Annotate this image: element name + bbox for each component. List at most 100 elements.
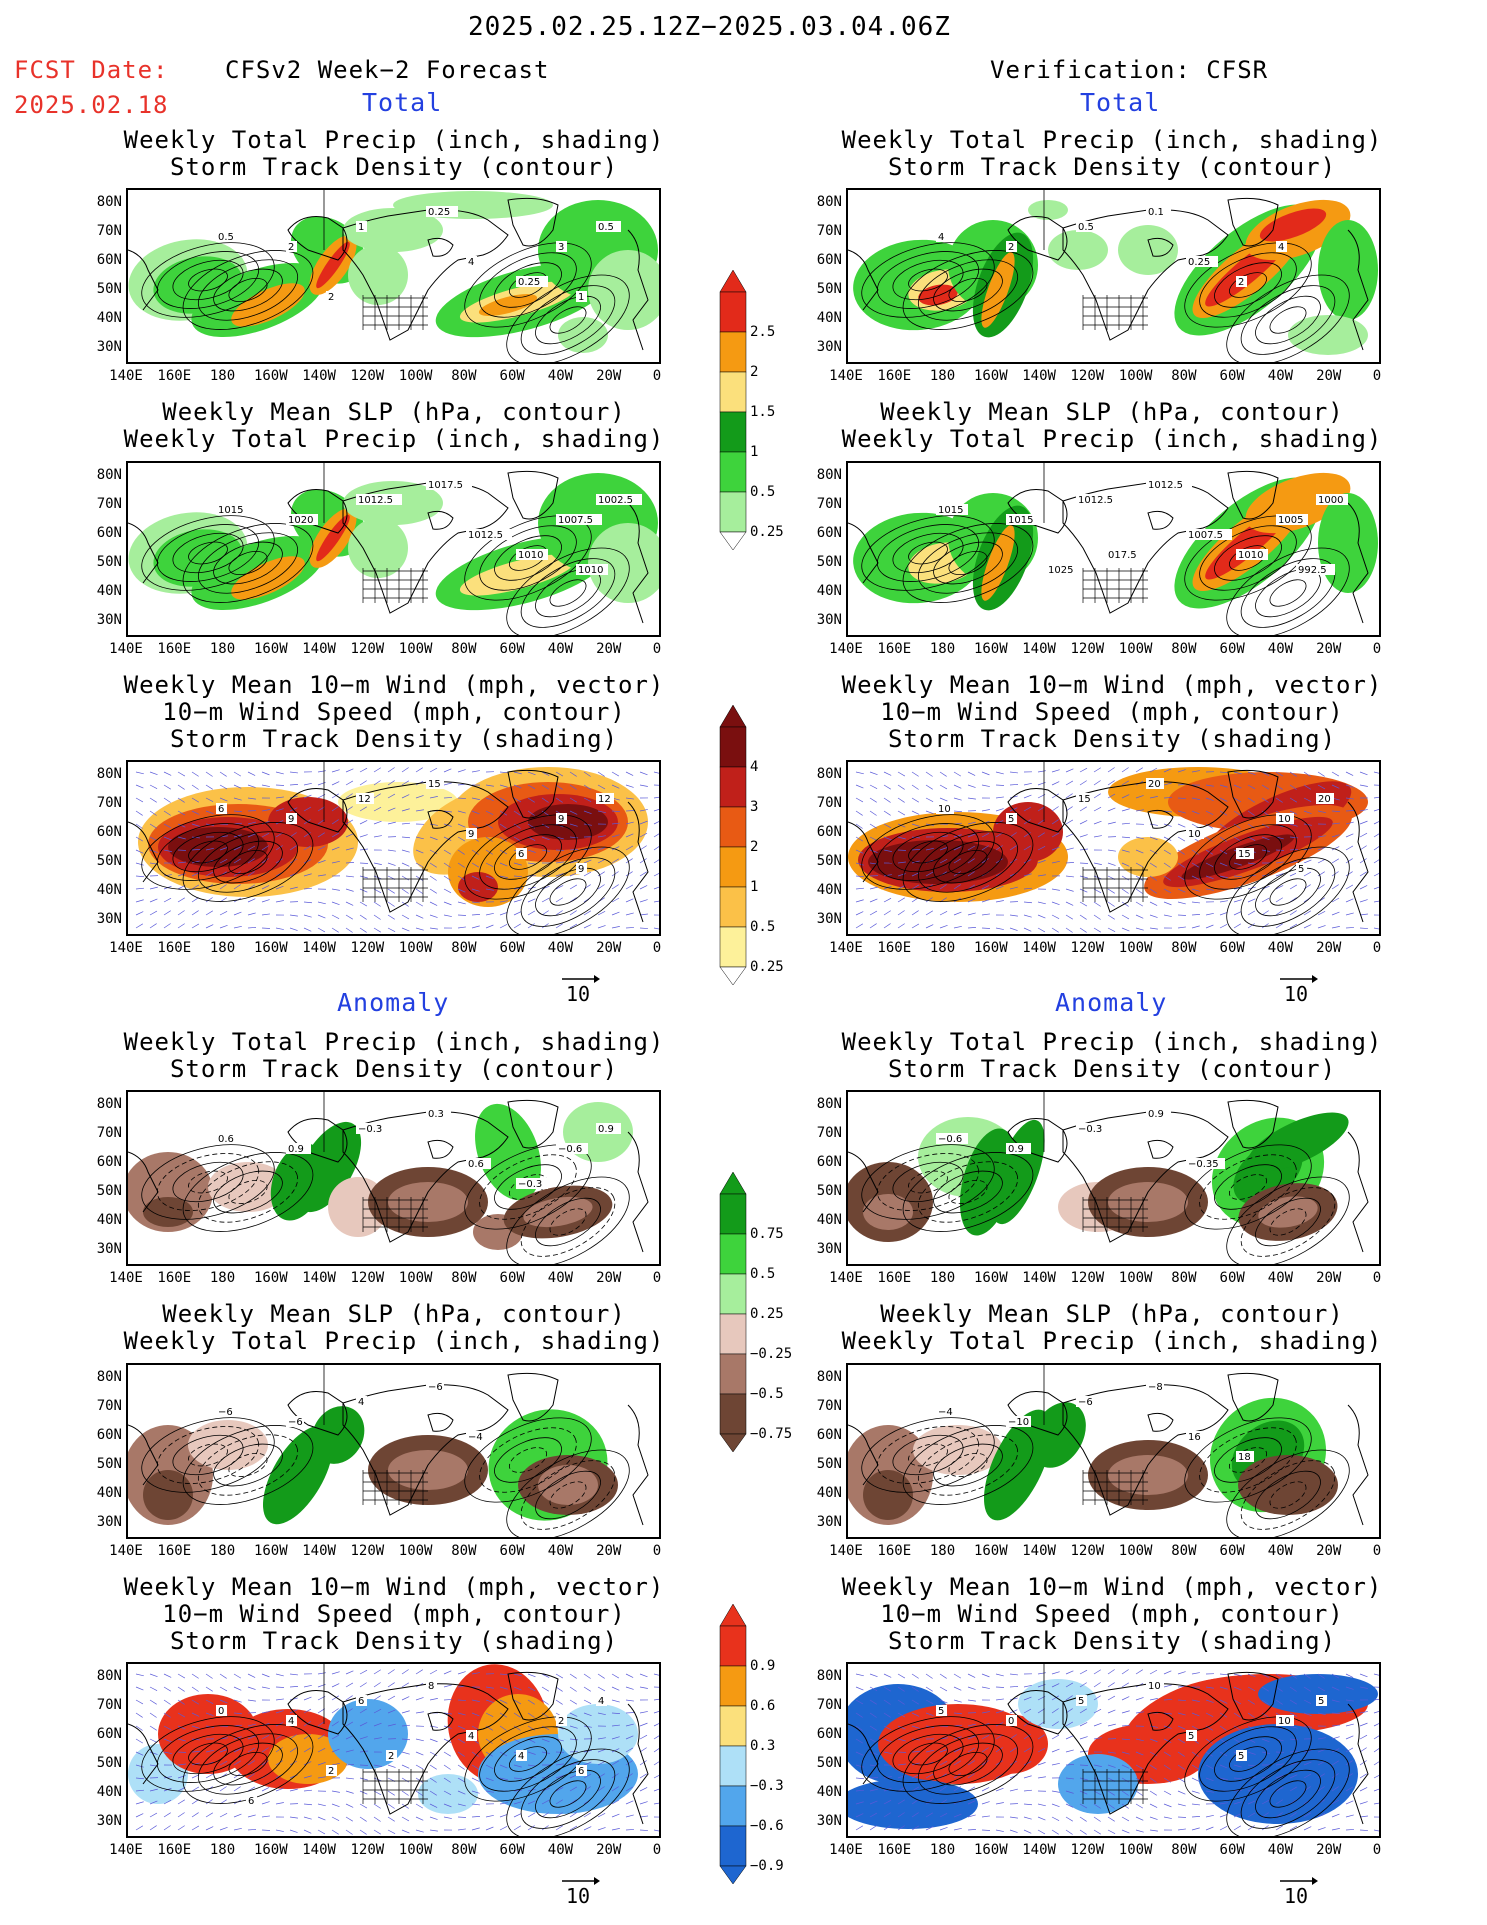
contour-label: −0.3 (1078, 1124, 1102, 1135)
colorbar-swatch (719, 1313, 747, 1355)
contour-label: 5 (1238, 1751, 1244, 1762)
contour-label: 2 (1238, 277, 1244, 288)
shaded-region (458, 872, 498, 902)
colorbar-swatch (719, 726, 747, 768)
vector-ref-left-anomaly (560, 1872, 600, 1891)
lon-tick-label: 60W (1219, 368, 1245, 384)
p9-title-1: Weekly Mean SLP (hPa, contour) (162, 1300, 626, 1328)
lon-tick-label: 20W (596, 368, 622, 384)
colorbar-label: −0.3 (750, 1778, 784, 1794)
lon-tick-label: 160E (877, 1842, 912, 1858)
lat-tick-label: 50N (96, 853, 122, 869)
lat-tick-label: 30N (96, 1514, 122, 1530)
shaded-region (418, 1774, 478, 1814)
contour-label: 5 (1298, 864, 1304, 875)
contour-label: 4 (938, 232, 944, 243)
colorbar-label: 1 (750, 444, 759, 460)
lon-tick-label: 20W (596, 1543, 622, 1559)
contour-label: 2 (328, 1766, 334, 1777)
contour-label: 4 (288, 1716, 294, 1727)
lat-tick-label: 70N (816, 496, 842, 512)
fcst-date-value: 2025.02.18 (14, 91, 169, 119)
lat-tick-label: 40N (96, 1212, 122, 1228)
lon-tick-label: 80W (451, 1270, 477, 1286)
p11-title-1: Weekly Mean 10−m Wind (mph, vector) (123, 1573, 665, 1601)
map-panel-verif-anomaly-slp: −4 −10 −6 −8 16 18 (846, 1363, 1381, 1539)
lon-tick-label: 100W (398, 1543, 433, 1559)
contour-label: −4 (938, 1407, 953, 1418)
lon-tick-label: 180 (929, 1543, 956, 1559)
lon-tick-label: 20W (596, 1842, 622, 1858)
lon-tick-label: 160E (157, 1842, 192, 1858)
contour-label: 1005 (1278, 515, 1303, 526)
shaded-region (1108, 1455, 1188, 1495)
lat-tick-label: 50N (96, 554, 122, 570)
colorbar-label: 4 (750, 759, 759, 775)
lon-tick-label: 160E (877, 641, 912, 657)
lon-tick-label: 180 (209, 1270, 236, 1286)
colorbar-swatch (719, 1273, 747, 1315)
lon-tick-label: 0 (652, 1842, 662, 1858)
colorbar-swatch (719, 1785, 747, 1827)
contour-label: 15 (1238, 849, 1251, 860)
lon-tick-label: 180 (209, 940, 236, 956)
lon-tick-label: 80W (1171, 368, 1197, 384)
shaded-region (1258, 1196, 1318, 1228)
colorbar-swatch (719, 1233, 747, 1275)
contour-label: −4 (468, 1432, 483, 1443)
section-total-left: Total (362, 88, 443, 117)
lat-tick-label: 50N (816, 1755, 842, 1771)
shaded-region (294, 1121, 362, 1213)
lon-tick-label: 20W (596, 641, 622, 657)
contour-label: 1010 (1238, 550, 1263, 561)
map-panel-forecast-total-slp: 1015 1020 1012.5 1017.5 1012.5 1010 1007.5 1002… (126, 461, 661, 637)
p2-map-svg: 4 2 0.5 0.1 0.25 2 4 (848, 190, 1378, 362)
shaded-region (388, 1450, 468, 1490)
contour-label: 0.25 (518, 277, 540, 288)
p7-title-1: Weekly Total Precip (inch, shading) (123, 1028, 665, 1056)
lon-tick-label: 120W (1070, 940, 1105, 956)
contour-label: −0.6 (558, 1144, 582, 1155)
contour-label: 1015 (1008, 515, 1033, 526)
shaded-region (475, 1103, 541, 1201)
lat-tick-label: 40N (816, 1212, 842, 1228)
lat-tick-label: 50N (816, 554, 842, 570)
p2-title-1: Weekly Total Precip (inch, shading) (841, 126, 1383, 154)
shaded-region (1258, 1674, 1378, 1714)
lon-tick-label: 180 (929, 1842, 956, 1858)
lon-tick-label: 20W (596, 940, 622, 956)
p7-map-svg: 0.6 0.9 −0.3 0.3 0.6 −0.3 −0.6 0.9 (128, 1092, 649, 1264)
colorbar-label: 2 (750, 364, 759, 380)
contour-label: 0 (1008, 1716, 1014, 1727)
contour-label: 9 (468, 829, 474, 840)
contour-label: 0.9 (1148, 1109, 1164, 1120)
contour-label: 9 (578, 864, 584, 875)
lon-tick-label: 160W (973, 1543, 1008, 1559)
contour-label: 10 (1188, 829, 1201, 840)
contour-label: 5 (1008, 814, 1014, 825)
lat-tick-label: 70N (816, 1398, 842, 1414)
shaded-region (316, 241, 350, 289)
contour-label: 2 (388, 1751, 394, 1762)
contour-label: −6 (288, 1417, 303, 1428)
contour-label: 5 (1188, 1731, 1194, 1742)
forecast-column-title: CFSv2 Week−2 Forecast (225, 56, 550, 84)
lon-tick-label: 160E (157, 1270, 192, 1286)
period-title: 2025.02.25.12Z−2025.03.04.06Z (468, 12, 951, 42)
contour-label: 15 (428, 779, 441, 790)
lat-tick-label: 70N (816, 795, 842, 811)
lat-tick-label: 30N (96, 911, 122, 927)
p4-map-svg: 1015 1015 1012.5 1012.5 1007.5 1010 1005 1000 99… (848, 463, 1378, 635)
shaded-region (968, 1714, 1048, 1774)
vector-ref-right-anomaly (1278, 1872, 1318, 1891)
colorbar-total_precip (719, 270, 747, 550)
lon-tick-label: 120W (350, 368, 385, 384)
lat-tick-label: 50N (96, 1755, 122, 1771)
lon-tick-label: 40W (1267, 940, 1294, 956)
lon-tick-label: 40W (547, 940, 574, 956)
shaded-region (1108, 1182, 1188, 1222)
contour-label: 1012.5 (468, 530, 503, 541)
lon-tick-label: 20W (1316, 641, 1342, 657)
p6-title-3: Storm Track Density (shading) (887, 725, 1337, 753)
lat-tick-label: 30N (816, 1241, 842, 1257)
